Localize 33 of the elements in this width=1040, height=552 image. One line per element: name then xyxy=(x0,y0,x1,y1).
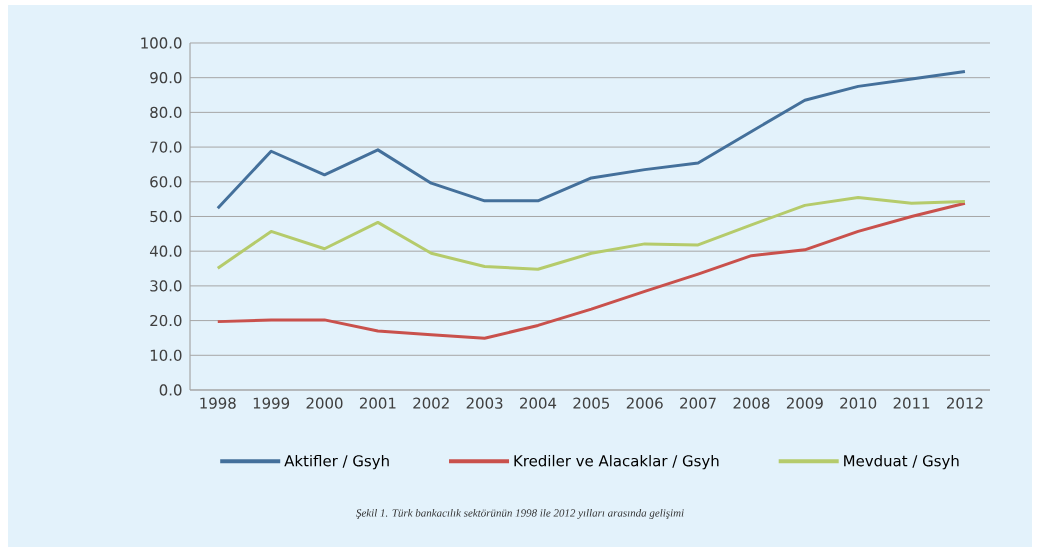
x-tick-label: 2010 xyxy=(840,397,877,409)
y-tick-label: 40.0 xyxy=(149,245,182,257)
x-tick-label: 2004 xyxy=(520,397,557,409)
x-tick-label: 2005 xyxy=(573,397,610,409)
y-tick-label: 70.0 xyxy=(150,141,182,153)
legend-label: Aktifler / Gsyh xyxy=(284,454,389,470)
y-tick-label: 30.0 xyxy=(150,280,182,292)
y-tick-label: 50.0 xyxy=(150,210,182,223)
x-tick-label: 2002 xyxy=(413,397,449,409)
x-tick-label: 2003 xyxy=(466,397,503,409)
x-tick-label: 1999 xyxy=(253,397,290,409)
y-tick-label: 0.0 xyxy=(159,384,182,396)
y-tick-label: 10.0 xyxy=(150,349,182,361)
text: Şekil 1. Türk bankacılık sektörünün 1998 ile 2012 yılları arasında gelişimi xyxy=(356,509,684,519)
x-tick-label: 2006 xyxy=(626,397,663,409)
x-tick-label: 1998 xyxy=(200,397,236,409)
x-tick-label: 2012 xyxy=(947,397,983,409)
x-tick-label: 2011 xyxy=(893,397,930,409)
y-tick-label: 90.0 xyxy=(150,72,182,84)
y-tick-label: 20.0 xyxy=(150,314,182,327)
legend-label: Mevduat / Gsyh xyxy=(844,454,959,470)
x-tick-label: 2009 xyxy=(786,397,823,409)
x-tick-label: 2001 xyxy=(359,397,396,409)
x-tick-label: 2008 xyxy=(733,397,770,409)
y-tick-label: 100.0 xyxy=(141,37,182,49)
line-series xyxy=(216,69,967,210)
x-tick-label: 2000 xyxy=(306,397,343,409)
line-series xyxy=(216,195,967,271)
legend-label: Krediler ve Alacaklar / Gsyh xyxy=(514,454,719,470)
y-tick-label: 80.0 xyxy=(150,106,182,119)
line-series xyxy=(216,201,967,340)
y-tick-label: 60.0 xyxy=(150,176,182,188)
x-tick-label: 2007 xyxy=(680,397,716,409)
